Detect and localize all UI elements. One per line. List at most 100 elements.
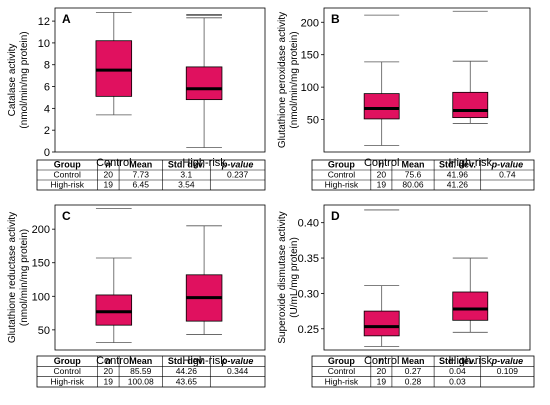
table-cell: 80.06 <box>402 180 424 190</box>
box-iqr <box>363 93 400 120</box>
panel-letter: D <box>331 209 340 223</box>
table-header: Std. dev. <box>168 160 205 170</box>
table-cell: 7.73 <box>132 170 149 180</box>
stats-table: Group n Mean Std. dev. p-value Control 20 75.6 4… <box>311 159 535 191</box>
table-header: Group <box>54 160 81 170</box>
box-iqr <box>452 91 489 119</box>
table-cell: 3.1 <box>180 170 192 180</box>
box-iqr <box>95 294 133 326</box>
table-cell: Control <box>54 170 82 180</box>
table-border <box>36 159 266 191</box>
table-cell: Control <box>328 170 356 180</box>
y-tick-label: 150 <box>32 258 50 270</box>
y-tick-label: 100 <box>301 82 319 94</box>
panel-letter: A <box>62 12 71 26</box>
table-cell: 44.26 <box>176 366 198 376</box>
x-category-label: Control <box>364 355 399 367</box>
plot-frame <box>323 204 531 351</box>
x-category-label: Control <box>96 157 131 169</box>
box-iqr <box>95 40 133 97</box>
y-axis-label: (nmol/min/mg protein) <box>19 31 30 128</box>
table-cell: 0.03 <box>449 377 466 387</box>
panel-b: B 50 100 150 200 Glutathione peroxidase activ… <box>277 7 535 191</box>
table-cell: High-risk <box>50 377 84 387</box>
y-axis-label: Superoxide dismutase activity <box>277 211 288 343</box>
table-cell: Control <box>54 366 82 376</box>
table-header: n <box>106 356 112 366</box>
y-tick-label: 0.35 <box>298 253 319 265</box>
box-high-risk <box>452 257 489 333</box>
table-cell: 20 <box>377 170 387 180</box>
box-control <box>363 209 400 347</box>
box-control <box>363 14 400 146</box>
table-header: p-value <box>491 160 524 170</box>
y-tick-label: 0.25 <box>298 324 319 336</box>
table-cell: 0.04 <box>449 366 466 376</box>
table-cell: 0.28 <box>405 377 422 387</box>
y-tick-label: 8 <box>44 60 50 72</box>
table-header: Std. dev. <box>439 160 476 170</box>
y-axis-label: (nmol/min/mg protein) <box>289 31 300 128</box>
table-cell: 19 <box>377 180 387 190</box>
table-cell: High-risk <box>325 377 359 387</box>
table-header: Mean <box>402 160 425 170</box>
box-iqr <box>185 66 223 101</box>
x-category-label: High-risk <box>182 355 226 367</box>
plot-frame <box>323 7 531 153</box>
y-tick-label: 150 <box>301 50 319 62</box>
plot-frame <box>54 7 266 153</box>
panel-letter: C <box>62 209 71 223</box>
table-cell: 43.65 <box>176 377 198 387</box>
table-cell: 19 <box>104 180 114 190</box>
y-tick-label: 0.40 <box>298 218 319 230</box>
table-border <box>311 159 535 191</box>
panel-c: C 50 100 150 200 Glutathione reductase activi… <box>7 204 266 388</box>
y-tick-label: 4 <box>44 103 50 115</box>
table-cell: 0.109 <box>497 366 519 376</box>
panel-letter: B <box>331 12 340 26</box>
table-header: Group <box>54 356 81 366</box>
y-axis-label: (U/mL/mg protein) <box>289 237 300 318</box>
y-tick-label: 50 <box>38 325 50 337</box>
table-cell: 6.45 <box>132 180 149 190</box>
y-axis-label: Catalase activity <box>7 44 18 117</box>
table-cell: 41.26 <box>447 180 469 190</box>
table-cell: 19 <box>377 377 387 387</box>
table-cell: Control <box>328 366 356 376</box>
table-cell: High-risk <box>50 180 84 190</box>
box-high-risk <box>185 225 223 335</box>
table-header: n <box>379 160 385 170</box>
table-border <box>311 355 535 388</box>
y-tick-label: 100 <box>32 291 50 303</box>
table-header: p-value <box>491 356 524 366</box>
box-control <box>95 207 133 344</box>
y-tick-label: 10 <box>38 38 50 50</box>
box-iqr <box>452 291 489 321</box>
table-header: Mean <box>129 356 152 366</box>
panel-d: D 0.25 0.30 0.35 0.40 Superoxide dismutase ac… <box>277 204 535 388</box>
y-axis-label: Glutathione reductase activity <box>7 212 18 343</box>
table-cell: High-risk <box>325 180 359 190</box>
y-tick-label: 0.30 <box>298 288 319 300</box>
y-tick-label: 2 <box>44 125 50 137</box>
table-cell: 100.08 <box>128 377 154 387</box>
y-axis-label: (nmol/min/mg protein) <box>19 229 30 326</box>
box-iqr <box>363 310 400 337</box>
y-tick-label: 200 <box>301 17 319 29</box>
box-high-risk <box>185 14 223 149</box>
y-tick-label: 6 <box>44 82 50 94</box>
table-header: Mean <box>402 356 425 366</box>
x-category-label: High-risk <box>449 355 493 367</box>
table-header: n <box>106 160 112 170</box>
table-cell: 41.96 <box>447 170 469 180</box>
box-high-risk <box>452 10 489 124</box>
y-tick-label: 50 <box>307 115 319 127</box>
table-header: Std. dev. <box>168 356 205 366</box>
table-border <box>36 355 266 388</box>
table-header: n <box>379 356 385 366</box>
table-cell: 85.59 <box>130 366 152 376</box>
